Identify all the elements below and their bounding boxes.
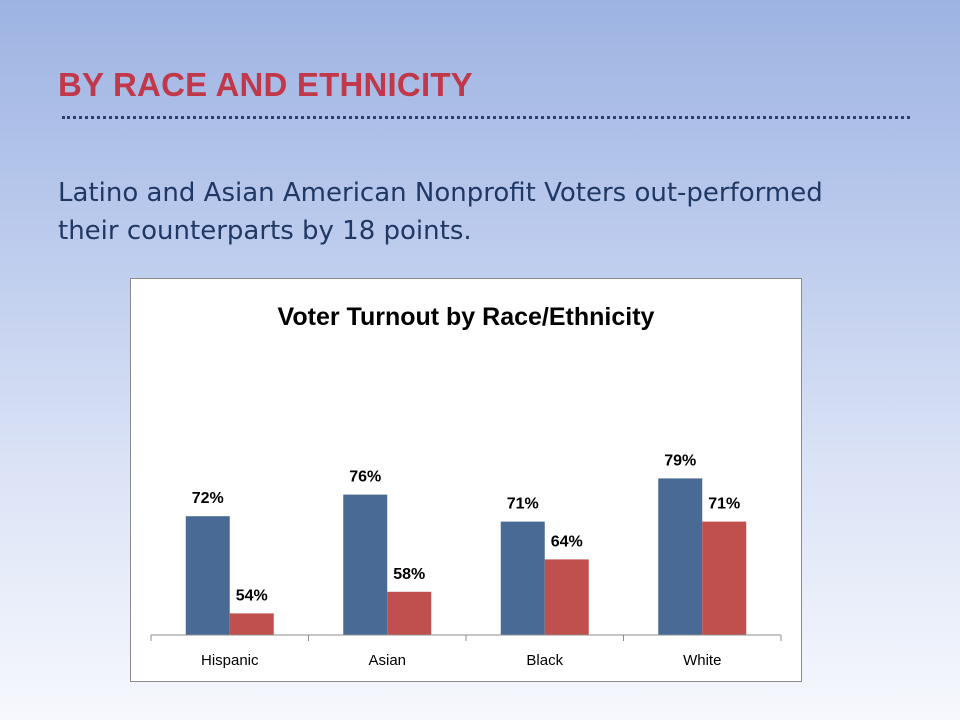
bar-hispanic-series-1: [185, 516, 230, 635]
bar-black-series-1: [500, 521, 545, 635]
data-label-white-series-1: 79%: [664, 452, 696, 469]
data-label-asian-series-2: 58%: [393, 566, 425, 583]
bar-white-series-2: [702, 521, 747, 635]
x-axis: Hispanic Asian Black White: [150, 634, 782, 669]
tick-label-white: White: [683, 652, 721, 669]
data-label-white-series-2: 71%: [708, 496, 740, 513]
bar-black-series-2: [544, 559, 589, 635]
tick-label-hispanic: Hispanic: [201, 652, 259, 669]
data-label-hispanic-series-2: 54%: [236, 587, 268, 604]
bar-asian-series-1: [343, 494, 388, 635]
slide-subtitle: Latino and Asian American Nonprofit Vote…: [58, 178, 823, 246]
tick-label-asian: Asian: [368, 652, 406, 669]
bar-chart: Voter Turnout by Race/Ethnicity 72% 54% 76…: [150, 303, 782, 669]
chart-title: Voter Turnout by Race/Ethnicity: [278, 303, 655, 331]
slide-title: BY RACE AND ETHNICITY: [58, 66, 473, 103]
data-label-asian-series-1: 76%: [349, 469, 381, 486]
title-divider: [62, 116, 910, 119]
chart-container: Voter Turnout by Race/Ethnicity 72% 54% 76…: [130, 278, 802, 682]
tick-label-black: Black: [526, 652, 563, 669]
bar-white-series-1: [658, 478, 703, 635]
data-label-black-series-1: 71%: [507, 496, 539, 513]
data-label-black-series-2: 64%: [551, 533, 583, 550]
bar-hispanic-series-2: [229, 613, 274, 635]
bars-group: 72% 54% 76% 58% 71% 64% 79% 71%: [185, 452, 747, 635]
bar-asian-series-2: [387, 591, 432, 635]
data-label-hispanic-series-1: 72%: [192, 490, 224, 507]
